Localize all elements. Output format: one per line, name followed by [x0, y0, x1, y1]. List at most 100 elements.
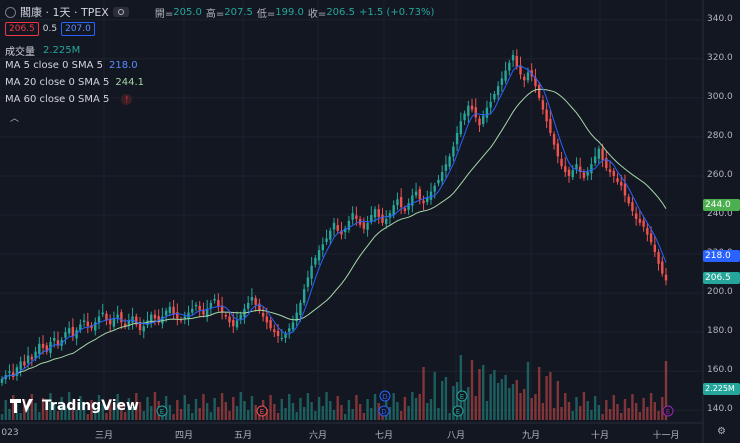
volume-bar: [347, 400, 351, 420]
volume-bar: [202, 394, 205, 420]
candle-body: [161, 316, 164, 324]
candle-body: [168, 306, 172, 314]
candle-body: [138, 321, 142, 331]
volume-bar: [217, 407, 220, 420]
volume-bar: [642, 398, 645, 420]
candle-body: [280, 338, 283, 339]
eye-icon[interactable]: [112, 7, 129, 17]
settings-gear-icon[interactable]: ⚙: [717, 426, 726, 437]
candle-body: [187, 312, 190, 319]
volume-bar: [519, 393, 522, 420]
candle-body: [549, 118, 552, 133]
candle-body: [508, 62, 511, 71]
event-marker: E: [452, 405, 464, 417]
candle-body: [500, 78, 504, 85]
ohlc-low: 199.0: [275, 6, 304, 18]
candle-body: [414, 191, 418, 196]
bid-button[interactable]: 206.5: [5, 22, 39, 36]
volume-bar: [657, 411, 660, 420]
candle-body: [8, 371, 11, 373]
volume-bar: [220, 393, 224, 420]
volume-indicator-label[interactable]: 成交量: [5, 47, 35, 58]
ma60-label[interactable]: MA 60 close 0 SMA 5: [5, 94, 110, 105]
volume-bar: [258, 414, 261, 420]
ma20-value: 244.1: [115, 77, 145, 88]
candle-body: [381, 214, 384, 223]
candle-body: [519, 65, 522, 75]
candle-body: [504, 70, 507, 81]
volume-bar: [556, 381, 560, 420]
candle-body: [370, 215, 373, 222]
collapse-chevron-icon[interactable]: ︿: [10, 114, 20, 124]
candle-body: [582, 172, 586, 178]
y-tick-label: 240.0: [707, 209, 733, 219]
volume-bar: [120, 403, 123, 420]
candle-body: [437, 179, 440, 184]
volume-bar: [474, 396, 477, 420]
volume-bar: [179, 409, 183, 420]
volume-bar: [321, 406, 325, 420]
event-marker: E: [256, 405, 268, 417]
ma5-label[interactable]: MA 5 close 0 SMA 5: [5, 60, 104, 71]
volume-bar: [564, 393, 567, 420]
candle-body: [291, 322, 295, 330]
candle-body: [396, 199, 399, 206]
volume-bar: [232, 397, 235, 420]
candle-body: [575, 164, 578, 169]
volume-bar: [358, 404, 362, 420]
event-marker-label: E: [456, 408, 460, 416]
candle-body: [616, 178, 619, 182]
ask-button[interactable]: 207.0: [61, 22, 95, 36]
candle-body: [470, 105, 474, 110]
volume-bar: [142, 411, 145, 420]
y-tick-label: 160.0: [707, 365, 733, 376]
volume-bar: [224, 402, 228, 420]
volume-bar: [560, 407, 563, 420]
volume-bar: [340, 405, 343, 420]
candle-body: [418, 189, 421, 200]
candle-body: [634, 213, 638, 219]
volume-bar: [549, 372, 552, 420]
volume-bar: [366, 399, 369, 420]
candle-body: [205, 308, 209, 317]
candle-body: [45, 345, 48, 352]
candle-body: [217, 300, 220, 307]
y-tick-label: 280.0: [707, 130, 733, 141]
candle-body: [90, 325, 93, 329]
symbol-title[interactable]: 閣康 · 1天 · TPEX: [20, 6, 109, 19]
volume-bar: [597, 405, 601, 420]
volume-bar: [310, 402, 313, 420]
candle-body: [314, 257, 317, 265]
ma20-label[interactable]: MA 20 close 0 SMA 5: [5, 77, 110, 88]
event-marker: E: [456, 390, 468, 402]
y-tick-label: 180.0: [707, 326, 733, 337]
ohlc-close: 206.5: [326, 6, 355, 18]
candle-body: [247, 302, 250, 309]
volume-bar: [612, 395, 615, 420]
candle-body: [198, 305, 201, 311]
candle-body: [284, 334, 287, 338]
volume-bar: [571, 411, 574, 420]
candle-body: [571, 170, 574, 178]
volume-bar: [75, 410, 78, 420]
y-tick-label: 300.0: [707, 91, 733, 102]
volume-bar: [235, 406, 239, 420]
ohlc-open-label: 開=: [154, 8, 174, 20]
candle-body: [254, 298, 257, 305]
candle-body: [112, 318, 116, 327]
event-marker: E: [156, 405, 168, 417]
volume-bar: [362, 413, 366, 420]
candle-body: [157, 316, 160, 323]
candle-body: [273, 329, 276, 333]
candle-body: [340, 230, 343, 235]
volume-bar: [150, 406, 153, 420]
warning-icon[interactable]: !: [121, 94, 133, 105]
candle-body: [191, 308, 194, 313]
volume-bar: [127, 398, 131, 420]
volume-bar: [411, 392, 414, 420]
candle-body: [366, 222, 369, 230]
volume-bar: [116, 394, 119, 420]
candle-body: [224, 314, 228, 317]
candle-body: [631, 202, 634, 212]
